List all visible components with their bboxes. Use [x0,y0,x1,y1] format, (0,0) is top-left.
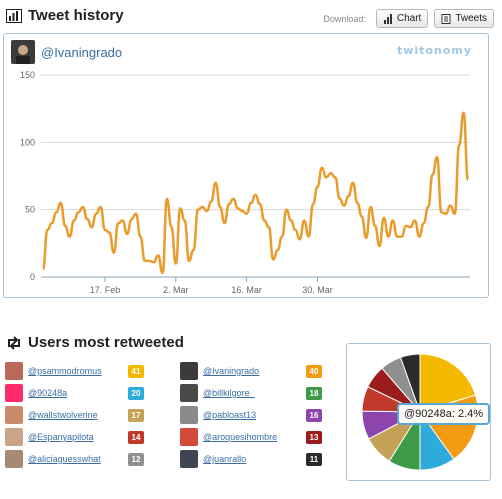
list-item[interactable]: @juanrallo [180,450,246,468]
retweet-count-badge: 17 [128,409,144,422]
list-item[interactable]: @Espanyapilota [5,428,94,446]
list-item[interactable]: @90248a [5,384,67,402]
user-handle-link[interactable]: @aroquesihombre [203,432,278,442]
page-title: Tweet history [28,7,124,24]
retweet-count-badge: 18 [306,387,322,400]
list-item[interactable]: @pabloast13 [180,406,256,424]
download-bar: Download: Chart Tweets [323,9,494,28]
tweet-history-chart-panel: @Ivaningrado twitonomy 0 50 100 150 17. Feb… [3,33,489,298]
avatar [5,406,23,424]
retweet-count-badge: 14 [128,431,144,444]
user-handle-link[interactable]: @pabloast13 [203,410,257,420]
avatar [180,384,198,402]
y-tick-label: 50 [25,205,35,215]
user-handle-link[interactable]: @Ivaningrado [203,366,260,376]
list-item[interactable]: @aliciaguesswhat [5,450,101,468]
user-handle-link[interactable]: @90248a [28,388,68,398]
pie-slice[interactable] [399,353,421,413]
y-tick-label: 150 [20,70,35,80]
list-item[interactable]: @billkilgore_ [180,384,255,402]
avatar [5,428,23,446]
y-tick-label: 0 [30,272,35,282]
avatar [180,362,198,380]
retweet-pie-panel: @90248a: 2.4% [346,343,491,481]
retweet-count-badge: 13 [306,431,322,444]
retweet-icon [8,335,20,350]
user-handle-link[interactable]: @juanrallo [203,454,247,464]
avatar [180,450,198,468]
list-item[interactable]: @aroquesihombre [180,428,277,446]
avatar [180,406,198,424]
account-row: @Ivaningrado [11,40,122,64]
user-handle-link[interactable]: @aliciaguesswhat [28,454,101,464]
download-tweets-label: Tweets [455,13,487,24]
retweet-count-badge: 16 [306,409,322,422]
document-icon [441,13,451,24]
x-tick-label: 16. Mar [231,285,262,295]
download-tweets-button[interactable]: Tweets [434,9,494,28]
user-handle-link[interactable]: @billkilgore_ [203,388,255,398]
chart-icon [383,13,392,24]
download-chart-button[interactable]: Chart [375,9,429,28]
bar-chart-icon [6,8,22,23]
user-handle-link[interactable]: @psammodromus [28,366,102,376]
avatar [5,384,23,402]
retweet-count-badge: 40 [306,365,322,378]
pie-slice[interactable] [419,353,477,413]
line-chart: 0 50 100 150 17. Feb 2. Mar 16. Mar 30. Mar [20,70,470,295]
account-handle[interactable]: @Ivaningrado [41,44,123,60]
user-handle-link[interactable]: @Espanyapilota [28,432,94,442]
y-tick-label: 100 [20,137,35,147]
avatar [11,40,35,64]
avatar [5,450,23,468]
list-item[interactable]: @psammodromus [5,362,102,380]
retweet-title: Users most retweeted [28,334,184,351]
x-tick-label: 2. Mar [163,285,189,295]
pie-tooltip: @90248a: 2.4% [397,403,491,425]
retweet-header: Users most retweeted [6,334,184,351]
avatar [5,362,23,380]
brand-logo: twitonomy [396,44,472,57]
list-item[interactable]: @Ivaningrado [180,362,259,380]
avatar [180,428,198,446]
retweet-count-badge: 41 [128,365,144,378]
retweet-count-badge: 11 [306,453,322,466]
download-chart-label: Chart [396,13,422,24]
series-line [41,111,470,275]
tweet-history-header: Tweet history [6,7,124,24]
x-tick-label: 17. Feb [90,285,121,295]
retweet-count-badge: 12 [128,453,144,466]
x-tick-label: 30. Mar [302,285,333,295]
user-handle-link[interactable]: @wallstwolverine [28,410,98,420]
list-item[interactable]: @wallstwolverine [5,406,98,424]
retweet-count-badge: 20 [128,387,144,400]
download-label: Download: [323,13,366,24]
